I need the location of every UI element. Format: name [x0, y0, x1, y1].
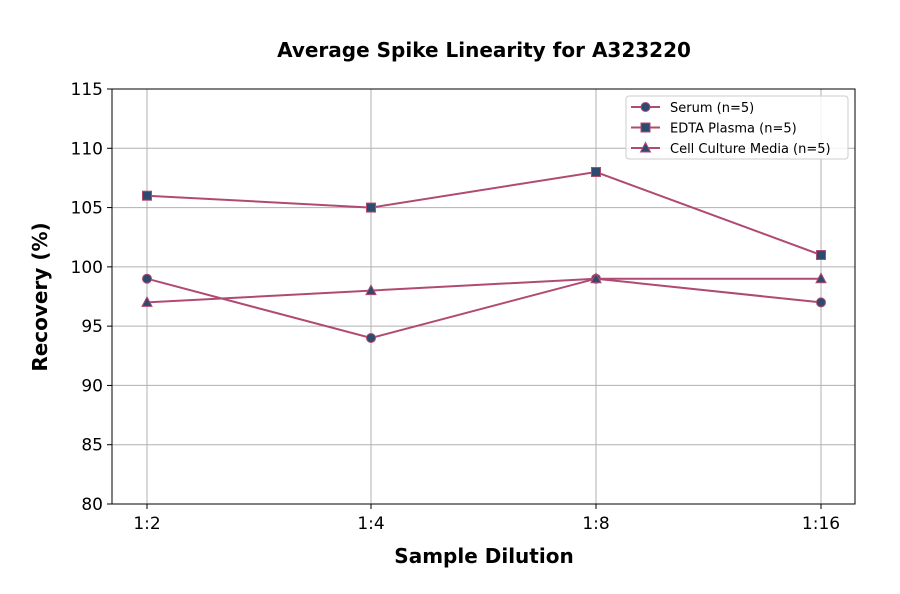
y-axis-label: Recovery (%)	[28, 222, 52, 371]
y-tick-label: 105	[71, 199, 103, 219]
legend-label: Serum (n=5)	[670, 101, 754, 116]
y-tick-label: 110	[71, 139, 103, 159]
serum-point	[366, 333, 376, 343]
y-tick-label: 90	[81, 376, 103, 396]
chart-title: Average Spike Linearity for A323220	[277, 38, 691, 62]
edta-point	[816, 250, 826, 260]
edta-point	[142, 190, 152, 201]
series-group	[141, 167, 827, 343]
x-tick-label: 1:8	[582, 514, 609, 534]
axes: 80 85 90 95 100 105 110 115 1:2 1:4 1:8 1:16	[71, 80, 841, 534]
y-tick-label: 100	[71, 258, 103, 278]
cell-line	[146, 277, 821, 304]
x-tick-label: 1:2	[133, 514, 160, 534]
x-tick-label: 1:4	[357, 514, 384, 534]
plot-frame	[111, 88, 856, 505]
y-tick-label: 85	[81, 436, 103, 456]
legend-label: Cell Culture Media (n=5)	[670, 142, 831, 157]
cell-point	[590, 272, 602, 284]
serum-point	[816, 297, 826, 308]
legend-label: EDTA Plasma (n=5)	[670, 122, 797, 137]
y-tick-label: 115	[71, 80, 103, 100]
edta-point	[366, 202, 376, 213]
x-tick-label: 1:16	[802, 514, 840, 534]
edta-legend-marker	[640, 122, 651, 133]
cell-point	[365, 283, 377, 296]
serum-point	[142, 273, 152, 284]
cell-point	[141, 295, 153, 307]
cell-point	[815, 272, 827, 284]
edta-line	[146, 170, 822, 256]
legend: Serum (n=5) EDTA Plasma (n=5) Cell Culture…	[625, 95, 849, 160]
serum-line	[146, 277, 822, 340]
legend-box	[625, 95, 849, 160]
serum-legend-marker	[640, 102, 651, 112]
x-axis-label: Sample Dilution	[394, 544, 573, 568]
edta-point	[591, 167, 601, 177]
cell-legend-marker	[639, 141, 652, 153]
y-tick-label: 80	[81, 495, 103, 515]
y-tick-label: 95	[81, 317, 103, 337]
